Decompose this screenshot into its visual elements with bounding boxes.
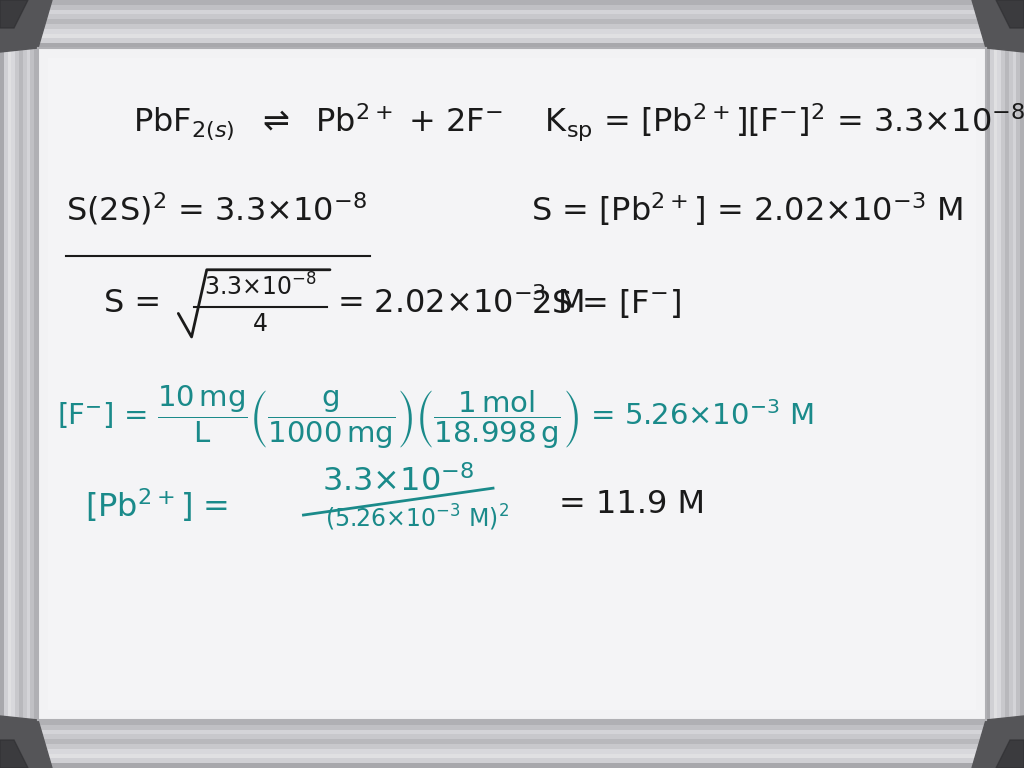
Bar <box>0 43 1024 48</box>
Bar <box>0 763 1024 768</box>
Polygon shape <box>996 0 1024 28</box>
Text: PbF$_{2(s)}$  $\rightleftharpoons$  Pb$^{2+}$ + 2F$^{-}$    K$_{\mathrm{sp}}$ = : PbF$_{2(s)}$ $\rightleftharpoons$ Pb$^{2… <box>133 101 1024 143</box>
Bar <box>986 0 990 768</box>
Bar <box>19 0 23 768</box>
Bar <box>0 15 1024 19</box>
Text: 3.3$\times$10$^{-8}$: 3.3$\times$10$^{-8}$ <box>323 465 474 498</box>
Bar <box>990 0 993 768</box>
Bar <box>0 749 1024 753</box>
Bar <box>7 0 11 768</box>
Bar <box>0 734 1024 739</box>
Text: S(2S)$^{2}$ = 3.3$\times$10$^{-8}$: S(2S)$^{2}$ = 3.3$\times$10$^{-8}$ <box>67 191 368 227</box>
Bar <box>1017 0 1020 768</box>
Bar <box>993 0 997 768</box>
Text: S =: S = <box>104 288 172 319</box>
Bar <box>38 48 986 720</box>
Bar <box>0 720 1024 725</box>
Bar <box>0 5 1024 10</box>
Text: = 11.9 M: = 11.9 M <box>559 489 706 521</box>
Bar <box>1009 0 1013 768</box>
Bar <box>0 19 1024 24</box>
Polygon shape <box>0 0 52 52</box>
Bar <box>0 0 4 768</box>
Bar <box>27 0 31 768</box>
Bar <box>0 739 1024 744</box>
Bar <box>997 0 1001 768</box>
Bar <box>0 725 1024 730</box>
Bar <box>0 34 1024 38</box>
Bar <box>0 730 1024 734</box>
Bar <box>1013 0 1017 768</box>
Bar <box>1005 0 1009 768</box>
Text: S = [Pb$^{2+}$] = 2.02$\times$10$^{-3}$ M: S = [Pb$^{2+}$] = 2.02$\times$10$^{-3}$ … <box>531 190 963 228</box>
Bar <box>23 0 27 768</box>
Polygon shape <box>0 740 28 768</box>
Polygon shape <box>996 740 1024 768</box>
Text: 3.3$\times$10$^{-8}$: 3.3$\times$10$^{-8}$ <box>205 273 317 300</box>
Bar <box>31 0 34 768</box>
Text: = 2.02$\times$10$^{-3}$ M: = 2.02$\times$10$^{-3}$ M <box>337 287 584 319</box>
Polygon shape <box>972 716 1024 768</box>
Bar <box>34 0 38 768</box>
Bar <box>4 0 7 768</box>
Text: [Pb$^{2+}$] =: [Pb$^{2+}$] = <box>85 486 231 524</box>
Bar <box>11 0 15 768</box>
Bar <box>0 744 1024 749</box>
Bar <box>0 0 1024 5</box>
Bar <box>48 58 976 710</box>
Bar <box>0 38 1024 43</box>
Text: 4: 4 <box>253 312 268 336</box>
Bar <box>15 0 19 768</box>
Polygon shape <box>0 0 28 28</box>
Bar <box>0 24 1024 28</box>
Polygon shape <box>0 716 52 768</box>
Polygon shape <box>972 0 1024 52</box>
Text: 2S = [F$^{-}$]: 2S = [F$^{-}$] <box>531 287 681 319</box>
Bar <box>0 759 1024 763</box>
Bar <box>0 28 1024 34</box>
Bar <box>0 10 1024 15</box>
Text: (5.26$\times$10$^{-3}$ M)$^{2}$: (5.26$\times$10$^{-3}$ M)$^{2}$ <box>326 503 509 534</box>
Bar <box>1020 0 1024 768</box>
Bar <box>0 753 1024 759</box>
Text: [F$^{-}$] = $\dfrac{10\,\mathrm{mg}}{\mathrm{L}}$$\left(\dfrac{\mathrm{g}}{1000\: [F$^{-}$] = $\dfrac{10\,\mathrm{mg}}{\ma… <box>57 384 814 451</box>
Bar <box>1001 0 1005 768</box>
